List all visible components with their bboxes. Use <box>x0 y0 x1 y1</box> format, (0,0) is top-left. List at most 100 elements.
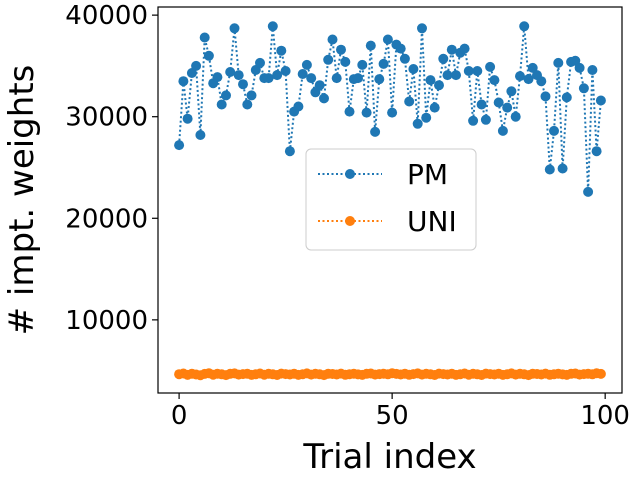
data-point-pm <box>480 114 491 125</box>
data-point-pm <box>284 146 295 157</box>
data-point-pm <box>553 57 564 68</box>
data-point-pm <box>561 92 572 103</box>
data-point-pm <box>272 70 283 81</box>
data-point-pm <box>263 73 274 84</box>
data-point-pm <box>515 71 525 82</box>
x-axis-label: Trial index <box>302 437 476 477</box>
legend: PM UNI <box>305 148 477 251</box>
data-point-pm <box>557 163 568 174</box>
data-point-pm <box>246 90 257 101</box>
y-tick-label: 10000 <box>65 306 148 336</box>
legend-label-pm: PM <box>407 158 448 191</box>
data-point-pm <box>301 59 312 70</box>
data-point-pm <box>314 80 325 91</box>
data-point-pm <box>438 53 449 64</box>
data-point-pm <box>578 83 589 94</box>
data-point-pm <box>370 126 381 137</box>
data-point-pm <box>361 107 372 118</box>
y-tick-label: 30000 <box>65 103 148 133</box>
data-point-pm <box>280 66 291 76</box>
data-point-pm <box>425 75 436 86</box>
data-point-pm <box>182 113 193 124</box>
data-point-pm <box>212 72 223 83</box>
data-point-pm <box>442 70 453 81</box>
data-point-pm <box>357 59 368 70</box>
data-point-pm <box>417 23 427 34</box>
data-point-pm <box>429 102 440 113</box>
data-point-pm <box>331 73 342 84</box>
data-point-pm <box>203 50 214 61</box>
data-point-pm <box>336 44 346 55</box>
data-point-pm <box>344 106 355 117</box>
series-layer <box>174 21 606 381</box>
data-point-pm <box>510 111 521 122</box>
data-point-pm <box>319 93 329 104</box>
data-point-pm <box>267 21 278 32</box>
data-point-pm <box>459 43 470 54</box>
data-point-pm <box>399 53 410 64</box>
data-point-pm <box>476 99 487 110</box>
data-point-pm <box>489 75 500 86</box>
data-point-pm <box>191 60 202 71</box>
data-point-pm <box>536 76 547 87</box>
data-point-pm <box>387 107 398 118</box>
data-point-pm <box>574 62 585 73</box>
data-point-pm <box>178 76 189 87</box>
data-point-pm <box>485 61 496 72</box>
data-point-pm <box>229 23 240 34</box>
data-point-pm <box>276 45 287 56</box>
data-point-pm <box>293 101 304 112</box>
data-point-pm <box>493 97 504 108</box>
data-point-pm <box>523 74 534 85</box>
data-point-pm <box>255 57 265 68</box>
data-point-pm <box>408 64 419 74</box>
data-point-pm <box>527 62 538 73</box>
data-point-pm <box>421 112 432 123</box>
data-point-pm <box>472 66 483 76</box>
data-point-pm <box>199 32 210 43</box>
data-point-pm <box>404 96 415 107</box>
data-point-pm <box>446 44 457 55</box>
data-point-pm <box>242 99 253 110</box>
data-point-pm <box>412 118 423 129</box>
data-point-pm <box>216 99 227 110</box>
data-point-pm <box>238 79 248 90</box>
data-point-pm <box>195 130 206 140</box>
y-axis-label: # impt. weights <box>2 65 42 336</box>
y-tick-label: 40000 <box>65 1 148 31</box>
data-point-pm <box>587 65 598 75</box>
data-point-pm <box>340 56 351 67</box>
legend-marker-pm <box>345 169 355 179</box>
data-point-pm <box>591 146 602 157</box>
data-point-pm <box>434 80 444 91</box>
data-point-pm <box>549 125 559 136</box>
data-point-pm <box>378 58 389 69</box>
data-point-pm <box>502 102 513 113</box>
data-point-pm <box>323 54 334 65</box>
data-point-pm <box>306 73 317 84</box>
data-point-pm <box>595 95 606 106</box>
data-point-pm <box>544 164 555 175</box>
data-point-pm <box>540 91 551 102</box>
data-point-pm <box>174 140 185 151</box>
data-point-pm <box>451 70 461 81</box>
data-point-pm <box>297 69 308 79</box>
plot-frame <box>157 6 623 394</box>
data-point-pm <box>353 73 363 84</box>
data-point-pm <box>468 115 479 126</box>
y-tick-label: 20000 <box>65 204 148 234</box>
data-point-pm <box>497 125 508 136</box>
data-point-pm <box>233 70 244 81</box>
ticks-layer: 0 50 100 10000 20000 30000 40000 <box>65 1 630 431</box>
data-point-pm <box>395 43 406 54</box>
data-point-pm <box>225 67 236 77</box>
x-tick-label: 50 <box>376 401 409 431</box>
data-point-pm <box>374 74 385 85</box>
x-tick-label: 0 <box>171 401 188 431</box>
data-point-pm <box>365 40 376 51</box>
data-point-pm <box>506 86 517 97</box>
legend-marker-uni <box>345 216 355 226</box>
data-point-pm <box>221 90 231 101</box>
data-point-uni <box>595 368 606 379</box>
